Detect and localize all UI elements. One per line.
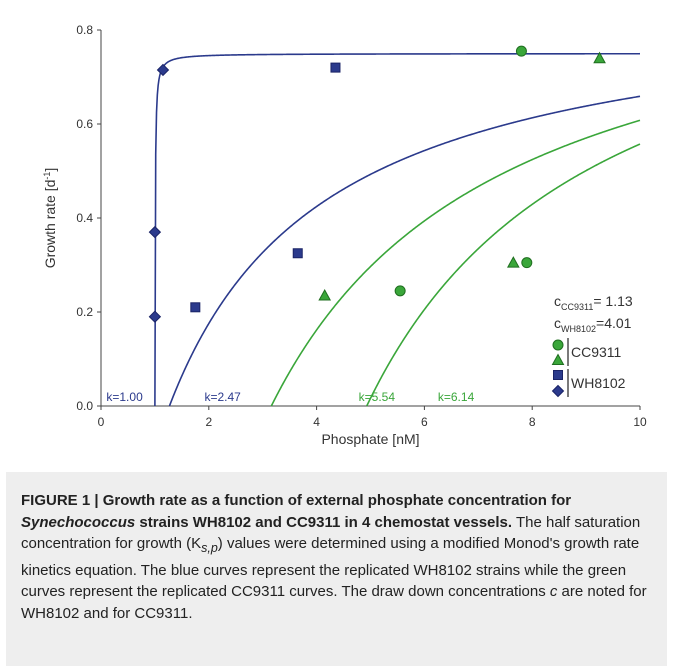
data-point-cc9311-triangle <box>593 51 606 64</box>
data-point-wh8102-square <box>330 62 341 73</box>
data-point-cc9311-circle <box>515 45 527 57</box>
data-point-wh8102-square <box>292 248 303 259</box>
curve-k-label-3: k=5.54 <box>359 390 396 404</box>
caption-title: FIGURE 1 | Growth rate as a function of … <box>21 492 571 531</box>
x-axis-title: Phosphate [nM] <box>321 431 419 447</box>
legend-label-wh8102: WH8102 <box>571 375 626 391</box>
caption-body-1: The half saturation concentration for gr… <box>21 513 641 553</box>
data-point-cc9311-circle <box>394 285 406 297</box>
curve-k-label-2: k=2.47 <box>204 390 241 404</box>
growth-curve-2 <box>168 95 641 407</box>
y-axis-title-main: Growth rate [d <box>42 180 58 269</box>
plot-area: 0 2 4 6 8 10 0.0 0.2 0.4 0.6 0.8 Phosphate [nM] Grow… <box>6 2 667 472</box>
growth-curve-1 <box>154 52 641 407</box>
caption-title-rest: strains WH8102 and CC9311 in 4 chemostat… <box>135 513 513 531</box>
x-tick-label: 2 <box>205 415 212 429</box>
data-point-cc9311-circle <box>521 257 533 269</box>
caption-body-2: ) values were determined using a modifie… <box>21 535 640 600</box>
y-axis-title-end: ] <box>42 168 58 172</box>
legend-marker-wh8102-square <box>553 370 563 380</box>
drawdown-wh8102: cWH8102=4.01 <box>554 315 632 334</box>
growth-curve-4 <box>366 143 641 407</box>
y-tick-label: 0.2 <box>76 305 93 319</box>
data-point-wh8102-diamond <box>148 225 162 239</box>
y-tick-label: 0.4 <box>76 211 93 225</box>
y-tick-label: 0.8 <box>76 23 93 37</box>
data-point-wh8102-diamond <box>156 63 170 77</box>
x-tick-label: 10 <box>633 415 647 429</box>
y-tick-label: 0.6 <box>76 117 93 131</box>
legend-marker-cc9311-triangle <box>551 353 565 365</box>
legend-label-cc9311: CC9311 <box>571 344 622 360</box>
data-point-cc9311-triangle <box>318 289 332 301</box>
caption-species: Synechococcus <box>21 513 136 531</box>
caption-body-3: are noted for WH8102 and for CC9311. <box>21 583 647 622</box>
drawdown-cc9311: cCC9311= 1.13 <box>554 293 633 312</box>
legend-marker-wh8102-diamond <box>551 384 565 398</box>
caption-c-italic: c <box>549 583 558 600</box>
drawdown-wh8102-main: c <box>554 315 561 331</box>
drawdown-wh8102-sub: WH8102 <box>561 324 596 334</box>
figure-caption: FIGURE 1 | Growth rate as a function of … <box>21 490 661 624</box>
chart: 0 2 4 6 8 10 0.0 0.2 0.4 0.6 0.8 Phosphate [nM] Grow… <box>42 23 647 447</box>
x-tick-label: 6 <box>421 415 428 429</box>
curve-k-label-4: k=6.14 <box>438 390 475 404</box>
drawdown-cc9311-main: c <box>554 293 561 309</box>
x-tick-label: 4 <box>313 415 320 429</box>
legend-marker-cc9311-circle <box>552 339 564 351</box>
caption-figure-label: FIGURE 1 | Growth rate as a function of … <box>21 492 572 509</box>
drawdown-wh8102-value: =4.01 <box>596 315 632 331</box>
y-axis-title: Growth rate [d-1] <box>42 168 58 269</box>
x-tick-label: 0 <box>98 415 105 429</box>
data-point-cc9311-triangle <box>506 256 520 268</box>
y-axis-title-sup: -1 <box>42 172 52 180</box>
data-point-wh8102-square <box>190 302 201 313</box>
y-tick-label: 0.0 <box>76 399 93 413</box>
drawdown-cc9311-value: = 1.13 <box>593 293 633 309</box>
growth-curve-3 <box>270 119 641 407</box>
legend: CC9311 WH8102 <box>551 338 626 398</box>
x-tick-label: 8 <box>529 415 536 429</box>
data-point-wh8102-diamond <box>148 310 162 323</box>
drawdown-cc9311-sub: CC9311 <box>561 302 593 312</box>
caption-ks-subscript: s,p <box>201 541 218 555</box>
figure-panel: 0 2 4 6 8 10 0.0 0.2 0.4 0.6 0.8 Phosphate [nM] Grow… <box>6 2 667 666</box>
curve-k-label-1: k=1.00 <box>106 390 143 404</box>
